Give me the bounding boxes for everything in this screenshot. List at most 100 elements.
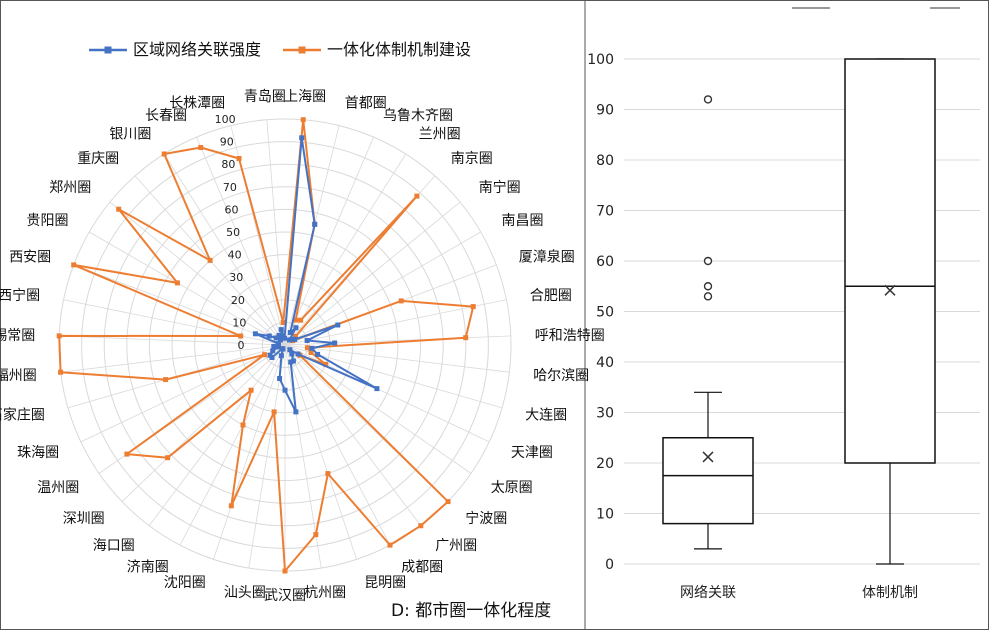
- boxplot-outlier: [703, 292, 713, 301]
- boxplot-y-tick-label: 50: [596, 305, 614, 321]
- radar-category-label: 乌鲁木齐圈: [383, 108, 453, 124]
- radar-point-network: [293, 409, 299, 415]
- radar-point-institution: [387, 542, 393, 548]
- radar-category-label: 厦漳泉圈: [519, 248, 575, 265]
- radar-point-network: [315, 351, 321, 357]
- radar-point-network: [292, 336, 298, 342]
- radar-point-network: [374, 386, 380, 392]
- radar-point-network: [279, 346, 285, 352]
- radar-category-label: 贵阳圈: [27, 213, 69, 229]
- radar-point-network: [267, 352, 273, 358]
- radar-spoke: [89, 231, 286, 346]
- boxplot-y-tick-label: 100: [587, 52, 614, 68]
- radar-point-institution: [271, 409, 277, 415]
- radar-spoke: [266, 119, 286, 346]
- radar-point-institution: [293, 333, 298, 339]
- radar-point-network: [299, 135, 305, 141]
- radar-point-institution: [398, 298, 404, 304]
- radar-category-label: 汕头圈: [224, 585, 266, 601]
- radar-spoke: [284, 299, 507, 346]
- radar-category-label: 郑州圈: [49, 180, 91, 196]
- boxplot-x-label: 体制机制: [862, 585, 918, 601]
- radar-point-institution: [418, 523, 424, 529]
- radar-category-label: 西宁圈: [0, 287, 40, 304]
- radar-spoke: [284, 153, 407, 346]
- radar-point-network: [304, 338, 310, 343]
- radar-point-institution: [282, 568, 288, 574]
- radar-category-label: 首都圈: [345, 95, 387, 111]
- radar-spoke: [284, 344, 510, 373]
- radar-point-institution: [240, 422, 246, 428]
- legend-institution-label: 一体化体制机制建设: [327, 40, 471, 59]
- radar-point-institution: [304, 345, 310, 351]
- radar-point-institution: [463, 335, 469, 341]
- radar-point-network: [287, 347, 293, 353]
- radar-point-network: [282, 335, 287, 341]
- radar-spoke: [284, 201, 461, 346]
- boxplot-iqr-box: [662, 437, 754, 525]
- radar-point-institution: [238, 333, 244, 339]
- radar-category-label: 重庆圈: [77, 151, 119, 167]
- radar-point-network: [271, 343, 277, 349]
- radar-category-label: 深圳圈: [63, 511, 105, 527]
- radar-point-institution: [445, 499, 451, 505]
- radar-tick-label: 50: [226, 226, 240, 239]
- radar-category-label: 长株潭圈: [169, 94, 225, 111]
- boxplot-box-0: [662, 95, 754, 550]
- radar-category-label: 兰州圈: [419, 127, 461, 143]
- boxplot-mean-marker: [884, 284, 896, 296]
- radar-point-network: [289, 351, 295, 357]
- radar-point-institution: [228, 503, 234, 509]
- legend-network-label: 区域网络关联强度: [133, 40, 261, 59]
- boxplot-y-tick-label: 70: [596, 204, 614, 220]
- radar-legend: 区域网络关联强度 一体化体制机制建设: [89, 40, 471, 59]
- radar-tick-label: 60: [225, 203, 239, 216]
- radar-category-label: 合肥圈: [530, 288, 572, 304]
- radar-spoke: [80, 344, 286, 443]
- radar-category-label: 银川圈: [109, 127, 151, 143]
- radar-point-network: [309, 345, 315, 351]
- radar-point-network: [266, 333, 272, 339]
- radar-point-network: [270, 348, 276, 354]
- boxplot-y-tick-labels: 0 10 20 30 40 50 60 70 80 90 100: [587, 52, 614, 573]
- radar-point-institution: [198, 145, 204, 150]
- radar-category-label: 苏锡常圈: [0, 328, 35, 344]
- radar-point-institution: [323, 361, 329, 367]
- radar-point-institution: [470, 304, 476, 310]
- radar-spoke: [284, 335, 511, 346]
- radar-spoke: [284, 344, 391, 546]
- radar-category-label: 海口圈: [93, 538, 135, 554]
- radar-spoke: [60, 344, 286, 373]
- radar-category-label: 沈阳圈: [164, 575, 206, 591]
- radar-spoke: [63, 299, 286, 346]
- radar-point-institution: [308, 350, 314, 355]
- boxplot-x-labels: 网络关联 体制机制: [680, 585, 918, 601]
- radar-category-label: 杭州圈: [304, 585, 346, 601]
- radar-tick-label: 0: [238, 339, 245, 352]
- radar-spoke: [284, 344, 357, 560]
- radar-category-labels: 上海圈 首都圈乌鲁木齐圈兰州圈南京圈南宁圈南昌圈厦漳泉圈合肥圈呼和浩特圈哈尔滨圈大…: [0, 89, 605, 604]
- radar-point-institution: [414, 193, 420, 199]
- boxplot-boxes: [662, 58, 936, 565]
- radar-tick-label: 80: [221, 158, 235, 171]
- radar-category-label: 上海圈: [284, 89, 326, 105]
- radar-series-line-network: [254, 136, 378, 413]
- radar-tick-label: 100: [215, 113, 236, 126]
- legend-network-marker: [104, 46, 112, 54]
- radar-category-label: 南京圈: [451, 151, 493, 167]
- radar-series-line-institution: [58, 118, 475, 572]
- radar-category-label: 长春圈: [145, 108, 187, 124]
- radar-grid: [58, 118, 512, 572]
- radar-point-institution: [262, 352, 268, 358]
- radar-point-network: [275, 341, 281, 347]
- boxplot-iqr-box: [844, 58, 936, 464]
- radar-point-institution: [165, 455, 171, 461]
- boxplot-y-tick-label: 30: [596, 406, 614, 422]
- radar-point-network: [278, 337, 283, 343]
- radar-tick-label: 90: [220, 136, 234, 149]
- radar-series: [56, 117, 476, 574]
- radar-spoke: [284, 231, 481, 346]
- radar-spoke: [284, 344, 422, 526]
